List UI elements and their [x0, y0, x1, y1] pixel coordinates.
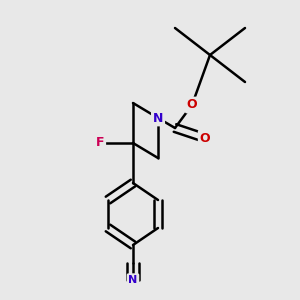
Text: O: O — [187, 98, 197, 112]
Text: F: F — [96, 136, 104, 149]
Text: N: N — [153, 112, 163, 124]
Text: N: N — [128, 275, 138, 285]
Text: O: O — [200, 131, 210, 145]
